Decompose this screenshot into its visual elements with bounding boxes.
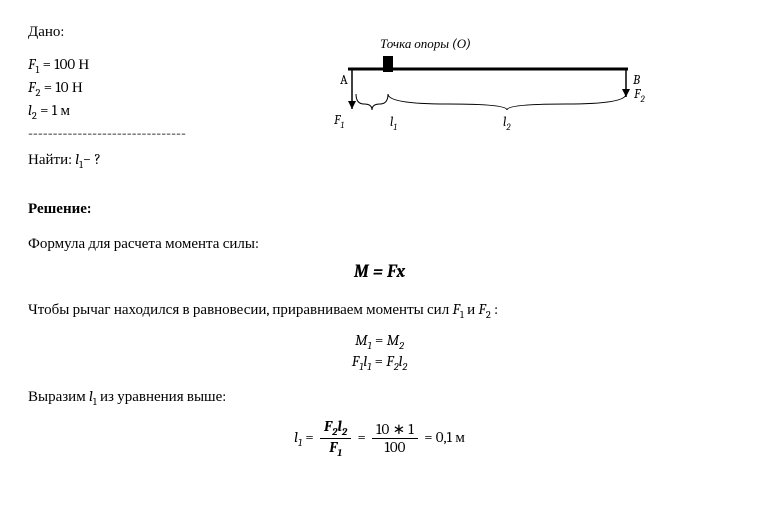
svg-text:A: A [340, 73, 348, 88]
svg-text:Точка опоры (О): Точка опоры (О) [380, 37, 471, 52]
final-formula: l1 = F2l2 F1 = 10 ∗ 1 100 = 0,1 м [28, 418, 731, 459]
svg-text:F2: F2 [633, 87, 645, 105]
fraction-symbolic: F2l2 F1 [320, 418, 351, 459]
equation-moments: M1 = M2 F1l1 = F2l2 [28, 331, 731, 373]
text-express-l1: Выразим l1 из уравнения выше: [28, 387, 731, 408]
lever-diagram: Точка опоры (О) A B F1 F2 l1 l2 [328, 20, 731, 158]
svg-text:l2: l2 [503, 115, 511, 133]
given-heading: Дано: [28, 22, 328, 41]
svg-text:l1: l1 [390, 115, 397, 133]
svg-text:F1: F1 [333, 113, 344, 131]
text-moment-formula: Формула для расчета момента силы: [28, 234, 731, 253]
given-line-3: l2 = 1 м [28, 101, 328, 122]
diagram-svg: Точка опоры (О) A B F1 F2 l1 l2 [328, 34, 648, 154]
solution-heading: Решение: [28, 199, 731, 218]
fraction-numeric: 10 ∗ 1 100 [372, 421, 418, 457]
find-line: Найти: l1− ? [28, 150, 328, 171]
moment-formula: M = Fx [28, 261, 731, 282]
given-line-2: F2 = 10 Н [28, 78, 328, 99]
given-section: Дано: F1 = 100 Н F2 = 10 Н l2 = 1 м ----… [28, 20, 328, 171]
svg-text:B: B [632, 73, 640, 88]
separator: -------------------------------- [28, 124, 328, 142]
text-equilibrium: Чтобы рычаг находился в равновесии, прир… [28, 300, 731, 321]
given-line-1: F1 = 100 Н [28, 55, 328, 76]
